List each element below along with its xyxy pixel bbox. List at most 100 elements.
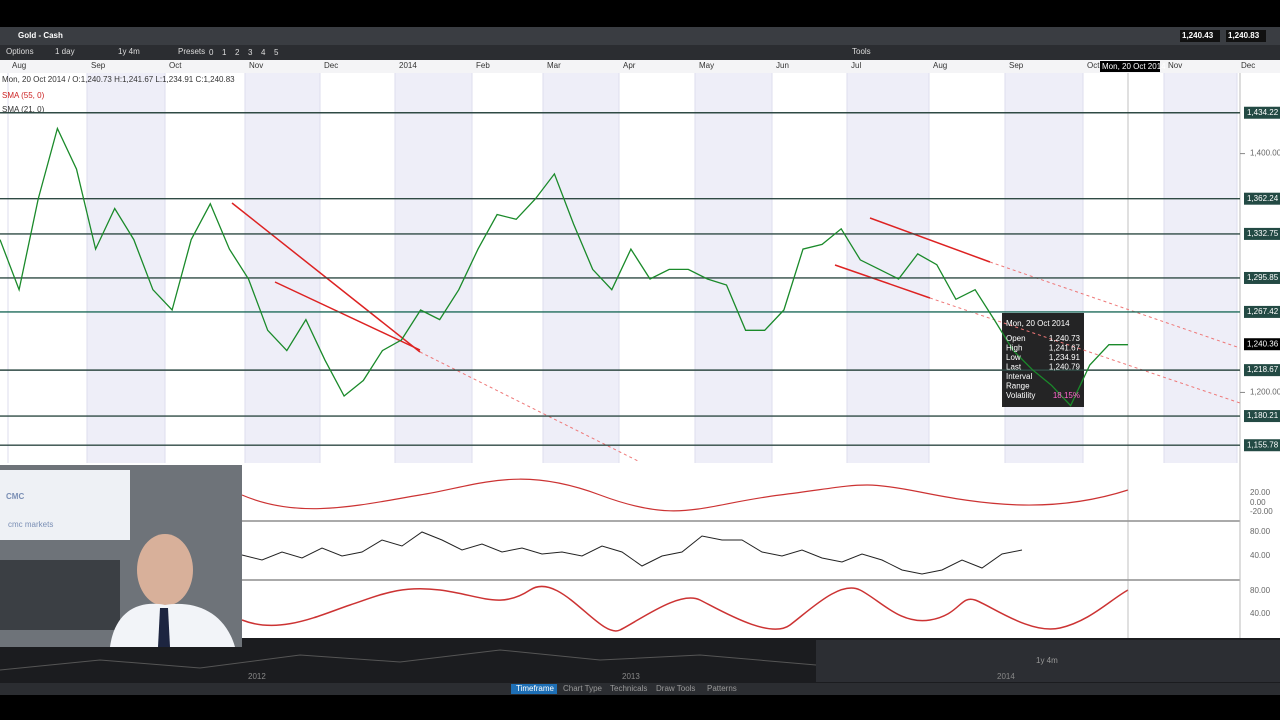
y-tick-label: 1,200.00 bbox=[1250, 388, 1280, 397]
level-label: 1,218.67 bbox=[1247, 365, 1279, 374]
price-box bbox=[1180, 30, 1220, 42]
price: 1,240.83 bbox=[1228, 31, 1260, 40]
toolbar-select: 1y 4m bbox=[118, 47, 140, 56]
indicator-legend: SMA (55, 0) bbox=[2, 91, 45, 100]
title-bar bbox=[0, 27, 1280, 45]
month-label: Jul bbox=[851, 61, 861, 70]
level-label-box bbox=[1244, 227, 1280, 240]
tooltip-value: 1,234.91 bbox=[1049, 353, 1081, 362]
tooltip-label: Volatility bbox=[1006, 391, 1035, 400]
tooltip-value: 1,240.79 bbox=[1049, 363, 1081, 372]
indicator-tick: 40.00 bbox=[1250, 609, 1271, 618]
tooltip-value: 1,240.73 bbox=[1049, 334, 1081, 343]
bottom-tab[interactable]: Technicals bbox=[610, 684, 647, 693]
level-label: 1,267.42 bbox=[1247, 307, 1279, 316]
month-label: Mar bbox=[547, 61, 561, 70]
month-label: Sep bbox=[91, 61, 106, 70]
level-label-box bbox=[1244, 271, 1280, 284]
level-label-box bbox=[1244, 305, 1280, 318]
level-label-box bbox=[1244, 364, 1280, 377]
tooltip bbox=[1002, 313, 1084, 407]
tooltip-label: Interval bbox=[1006, 372, 1032, 381]
month-label: Feb bbox=[476, 61, 490, 70]
last-price-label: 1,240.36 bbox=[1247, 339, 1279, 348]
projection-line bbox=[989, 261, 1241, 349]
month-label: Dec bbox=[1241, 61, 1255, 70]
bottom-tab[interactable]: Patterns bbox=[707, 684, 737, 693]
indicator-tick: 40.00 bbox=[1250, 551, 1271, 560]
toolbar bbox=[0, 45, 1280, 60]
level-label: 1,434.22 bbox=[1247, 108, 1279, 117]
level-label-box bbox=[1244, 192, 1280, 205]
month-band bbox=[1164, 73, 1237, 463]
last-price-box bbox=[1244, 338, 1280, 351]
toolbar-button: Presets bbox=[178, 47, 205, 56]
month-band bbox=[695, 73, 772, 463]
preset-key[interactable]: 3 bbox=[248, 48, 253, 57]
presenter-body bbox=[110, 603, 235, 647]
preset-key[interactable]: 4 bbox=[261, 48, 266, 57]
level-label: 1,332.75 bbox=[1247, 229, 1279, 238]
month-label: Apr bbox=[623, 61, 636, 70]
tooltip-label: Open bbox=[1006, 334, 1026, 343]
level-label: 1,295.85 bbox=[1247, 273, 1279, 282]
month-label: Sep bbox=[1009, 61, 1024, 70]
cursor-date: Mon, 20 Oct 2014 bbox=[1102, 62, 1166, 71]
preset-key[interactable]: 0 bbox=[209, 48, 214, 57]
indicator-tick: 80.00 bbox=[1250, 586, 1271, 595]
month-label: Oct bbox=[169, 61, 182, 70]
indicator-tick: 80.00 bbox=[1250, 527, 1271, 536]
projection-line bbox=[419, 351, 641, 463]
ohlc-info: Mon, 20 Oct 2014 / O:1,240.73 H:1,241.67… bbox=[2, 75, 235, 84]
trend-line bbox=[274, 281, 421, 351]
level-label-box bbox=[1244, 410, 1280, 423]
navigator-line bbox=[0, 649, 817, 671]
presenter-tie bbox=[158, 608, 170, 647]
tooltip-label: High bbox=[1006, 344, 1022, 353]
indicator-tick: 20.00 bbox=[1250, 488, 1271, 497]
navigator-year: 2012 bbox=[248, 672, 266, 681]
bottom-tab[interactable]: Timeframe bbox=[516, 684, 554, 693]
desk bbox=[0, 560, 120, 630]
presenter-head bbox=[137, 534, 193, 606]
month-label: Aug bbox=[12, 61, 26, 70]
preset-key[interactable]: 2 bbox=[235, 48, 240, 57]
window-title: Gold - Cash bbox=[18, 31, 63, 40]
level-label: 1,180.21 bbox=[1247, 411, 1279, 420]
price-line bbox=[0, 126, 1128, 407]
y-tick-label: 1,400.00 bbox=[1250, 149, 1280, 158]
month-band bbox=[395, 73, 472, 463]
tab-active bbox=[511, 684, 557, 694]
navigator-year: 2013 bbox=[622, 672, 640, 681]
level-label-box bbox=[1244, 439, 1280, 452]
month-label: Dec bbox=[324, 61, 338, 70]
month-label: May bbox=[699, 61, 714, 70]
month-label: 2014 bbox=[399, 61, 417, 70]
macd-line bbox=[241, 478, 1129, 512]
month-band bbox=[543, 73, 619, 463]
toolbar-select: 1 day bbox=[55, 47, 75, 56]
tooltip-value: 18.15% bbox=[1053, 391, 1080, 400]
rsi-line bbox=[241, 531, 1023, 575]
preset-key[interactable]: 5 bbox=[274, 48, 279, 57]
navigator-range: 1y 4m bbox=[1036, 656, 1058, 665]
indicator-legend: SMA (21, 0) bbox=[2, 105, 45, 114]
logo-wall bbox=[0, 470, 130, 540]
preset-key[interactable]: 1 bbox=[222, 48, 227, 57]
level-label-box bbox=[1244, 106, 1280, 119]
level-label: 1,155.78 bbox=[1247, 440, 1279, 449]
month-label: Nov bbox=[1168, 61, 1182, 70]
bottom-tab[interactable]: Chart Type bbox=[563, 684, 603, 693]
bottom-tab[interactable]: Draw Tools bbox=[656, 684, 695, 693]
chart-area bbox=[0, 73, 1280, 463]
month-label: Oct bbox=[1087, 61, 1100, 70]
navigator-year: 2014 bbox=[997, 672, 1015, 681]
tooltip-value: 1,241.67 bbox=[1049, 344, 1081, 353]
trend-line bbox=[834, 264, 931, 299]
indicator-tick: 0.00 bbox=[1250, 498, 1266, 507]
indicator-tick: -20.00 bbox=[1250, 507, 1273, 516]
level-label: 1,362.24 bbox=[1247, 194, 1279, 203]
price: 1,240.43 bbox=[1182, 31, 1214, 40]
